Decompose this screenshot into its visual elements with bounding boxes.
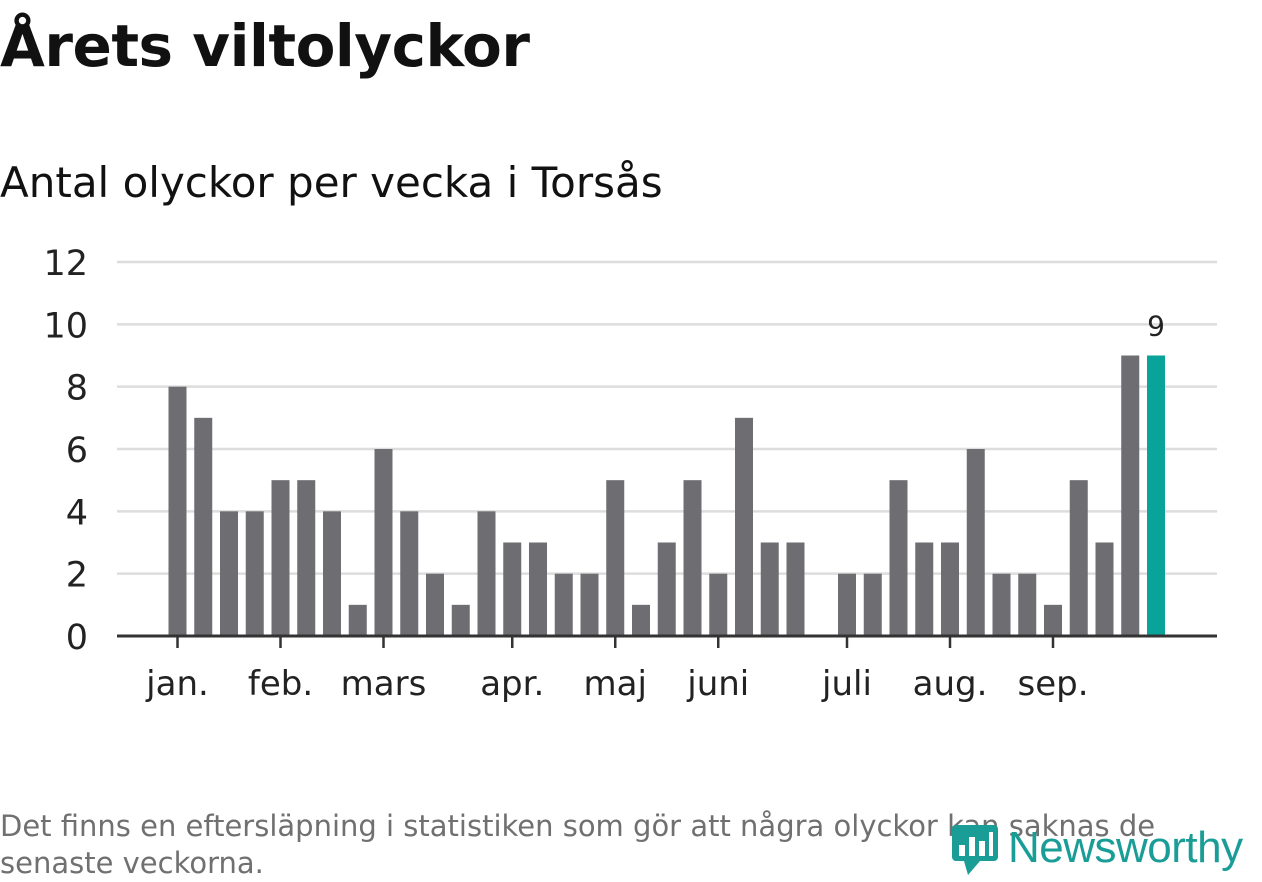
bar (786, 542, 805, 636)
x-tick-label: juli (821, 664, 872, 704)
bar (1018, 573, 1037, 636)
x-tick-label: jan. (145, 664, 209, 704)
bar (683, 480, 702, 636)
bar (323, 511, 341, 636)
bar (1069, 480, 1088, 636)
x-tick-label: juni (686, 664, 749, 704)
bar (735, 417, 753, 636)
bar (554, 573, 573, 636)
bar (1095, 542, 1114, 636)
x-tick-label: maj (584, 664, 647, 704)
bar (477, 511, 496, 636)
bar (451, 604, 470, 636)
bar (966, 449, 985, 636)
x-tick-label: mars (341, 664, 427, 704)
bar (657, 542, 676, 636)
bar (220, 511, 238, 636)
newsworthy-logo: Newsworthy (950, 818, 1243, 878)
x-tick-label: sep. (1017, 664, 1088, 704)
data-labels: 9 (1147, 310, 1165, 343)
bar (863, 573, 882, 636)
y-tick-label: 6 (66, 431, 88, 471)
y-tick-label: 10 (43, 306, 88, 346)
y-tick-label: 2 (66, 556, 88, 596)
y-tick-label: 4 (66, 493, 88, 533)
bar (503, 542, 522, 636)
bar (915, 542, 934, 636)
x-tick-label: apr. (480, 664, 544, 704)
bar (760, 542, 779, 636)
bar (709, 573, 728, 636)
bar (941, 542, 959, 636)
bar (426, 573, 444, 636)
bar (580, 573, 599, 636)
bar (1044, 604, 1062, 636)
bar (400, 511, 419, 636)
bar (529, 542, 547, 636)
bar (348, 604, 367, 636)
newsworthy-logo-icon (952, 825, 998, 875)
y-tick-label: 0 (66, 618, 88, 658)
bar (297, 480, 316, 636)
bar-value-label: 9 (1147, 310, 1165, 343)
bar (374, 449, 393, 636)
chart-title: Årets viltolyckor (0, 12, 530, 80)
bar (168, 386, 187, 636)
chart-subtitle: Antal olyckor per vecka i Torsås (0, 158, 663, 207)
y-axis-ticks: 0 2 4 6 8 10 12 (43, 244, 88, 658)
x-tick-label: feb. (248, 664, 313, 704)
bar (632, 604, 650, 636)
bar (245, 511, 264, 636)
bar (606, 480, 625, 636)
x-axis: jan. feb. mars apr. maj juni juli aug. sep. (117, 634, 1217, 704)
bars (168, 355, 1165, 636)
logo-text: Newsworthy (1008, 823, 1243, 872)
bar (889, 480, 908, 636)
bar (194, 417, 213, 636)
bar (992, 573, 1011, 636)
bar (1121, 355, 1140, 636)
x-tick-label: aug. (913, 664, 988, 704)
bar-highlight (1147, 355, 1165, 636)
bar (838, 573, 856, 636)
y-tick-label: 12 (43, 244, 88, 284)
bar-chart: 0 2 4 6 8 10 12 9 jan. feb. mars apr. maj juni juli a… (43, 244, 1217, 704)
y-tick-label: 8 (66, 369, 88, 409)
bar (271, 480, 290, 636)
